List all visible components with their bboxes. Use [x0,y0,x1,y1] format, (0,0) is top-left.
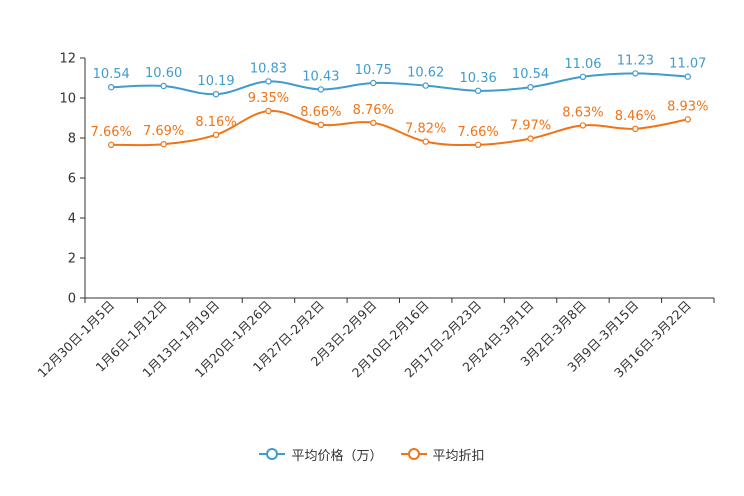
data-point-discount[interactable] [212,131,220,138]
y-tick-label: 12 [59,52,76,67]
y-tick-label: 8 [68,132,76,147]
data-point-discount[interactable] [265,107,272,115]
data-label-price: 10.36 [460,71,497,86]
data-label-price: 10.83 [250,61,287,76]
legend: 平均价格（万） 平均折扣 [0,443,744,465]
data-point-price[interactable] [422,82,429,89]
data-label-price: 11.23 [617,53,654,68]
data-label-discount: 7.66% [457,125,498,140]
data-point-price[interactable] [108,83,115,91]
data-point-discount[interactable] [370,119,377,127]
data-point-price[interactable] [212,90,220,98]
series-price: 10.54 10.60 10.19 10.83 10.43 10.75 10.62 10.36… [93,53,706,98]
y-axis-ticks: 0 2 4 6 8 10 12 [59,52,85,307]
y-tick-label: 6 [68,172,76,187]
data-point-discount[interactable] [527,135,534,142]
x-axis-ticks: 12月30日-1月5日1月6日-1月12日1月13日-1月19日1月20日-1月… [34,298,715,380]
data-label-discount: 8.16% [195,115,236,130]
legend-marker-discount-icon [400,448,427,460]
legend-label-discount: 平均折扣 [432,448,485,464]
data-point-discount[interactable] [579,122,587,129]
data-point-discount[interactable] [317,121,325,129]
legend-marker-price-icon [259,448,286,460]
data-label-discount: 7.66% [91,125,132,140]
series-line-price [111,72,688,96]
data-label-discount: 8.66% [300,105,341,120]
data-point-price[interactable] [160,82,167,90]
data-label-discount: 8.76% [353,103,394,118]
data-label-price: 10.62 [407,66,444,81]
data-point-discount[interactable] [474,141,482,148]
series-layer: 10.54 10.60 10.19 10.83 10.43 10.75 10.62 10.36… [91,53,708,148]
data-point-discount[interactable] [422,138,429,145]
data-label-discount: 9.35% [248,91,289,106]
data-label-discount: 8.63% [562,105,603,120]
data-label-price: 10.60 [145,66,182,81]
data-point-price[interactable] [527,83,534,91]
data-point-price[interactable] [632,70,639,77]
data-label-price: 10.19 [197,74,234,89]
data-label-discount: 7.82% [405,122,446,137]
data-point-price[interactable] [317,86,325,93]
data-point-discount[interactable] [160,140,167,148]
y-tick-label: 0 [68,292,76,307]
legend-label-price: 平均价格（万） [291,448,383,464]
data-label-price: 10.54 [93,67,130,82]
series-line-discount [111,109,688,147]
data-label-price: 11.07 [669,57,706,72]
data-label-discount: 7.97% [510,119,551,134]
data-point-discount[interactable] [684,116,691,123]
data-point-price[interactable] [370,79,377,87]
data-point-price[interactable] [684,73,691,80]
y-tick-label: 2 [68,252,76,267]
y-tick-label: 10 [59,92,76,107]
data-point-discount[interactable] [108,141,115,148]
data-point-price[interactable] [474,87,482,95]
data-label-discount: 8.46% [615,109,656,124]
legend-item-price[interactable]: 平均价格（万） [259,445,383,464]
data-label-price: 11.06 [564,57,601,72]
y-tick-label: 4 [68,212,76,227]
legend-item-discount[interactable]: 平均折扣 [400,445,485,464]
data-point-discount[interactable] [632,125,639,133]
series-discount: 7.66% 7.69% 8.16% 9.35% 8.66% 8.76% 7.82% 7.66%… [91,91,708,148]
data-label-price: 10.54 [512,67,549,82]
data-label-discount: 7.69% [143,124,184,139]
data-label-discount: 8.93% [667,99,708,114]
data-point-price[interactable] [579,73,587,81]
data-label-price: 10.75 [355,63,392,78]
data-label-price: 10.43 [302,69,339,84]
data-point-price[interactable] [265,78,272,85]
